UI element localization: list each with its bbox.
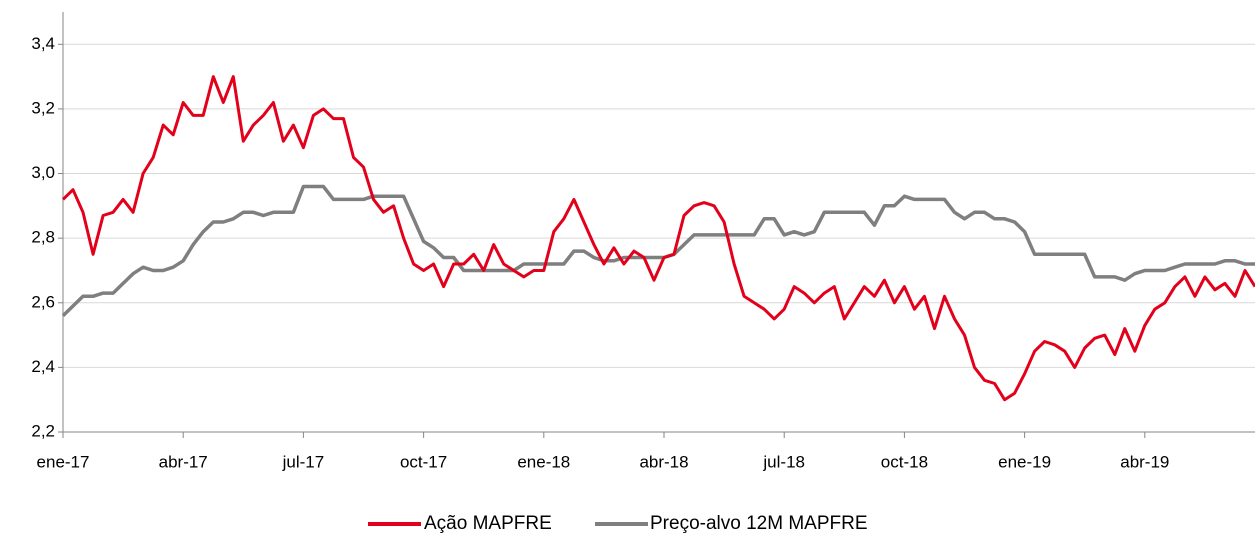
x-tick-label: abr-18 bbox=[639, 452, 688, 471]
x-tick-label: oct-18 bbox=[881, 452, 928, 471]
x-tick-label: oct-17 bbox=[400, 452, 447, 471]
x-tick-label: abr-19 bbox=[1120, 452, 1169, 471]
x-tick-label: ene-19 bbox=[998, 452, 1051, 471]
x-tick-label: abr-17 bbox=[159, 452, 208, 471]
y-tick-label: 2,8 bbox=[31, 228, 55, 247]
x-tick-label: jul-18 bbox=[762, 452, 805, 471]
legend-label: Ação MAPFRE bbox=[424, 513, 552, 534]
y-tick-label: 3,2 bbox=[31, 98, 55, 117]
series-line bbox=[61, 184, 1255, 317]
series-line bbox=[61, 75, 1255, 402]
y-tick-label: 3,0 bbox=[31, 163, 55, 182]
y-tick-label: 2,6 bbox=[31, 292, 55, 311]
x-tick-label: ene-18 bbox=[517, 452, 570, 471]
y-tick-label: 3,4 bbox=[31, 34, 55, 53]
y-tick-label: 2,2 bbox=[31, 421, 55, 440]
x-tick-label: jul-17 bbox=[282, 452, 325, 471]
x-tick-label: ene-17 bbox=[37, 452, 90, 471]
legend-label: Preço-alvo 12M MAPFRE bbox=[650, 513, 868, 534]
y-tick-label: 2,4 bbox=[31, 357, 55, 376]
